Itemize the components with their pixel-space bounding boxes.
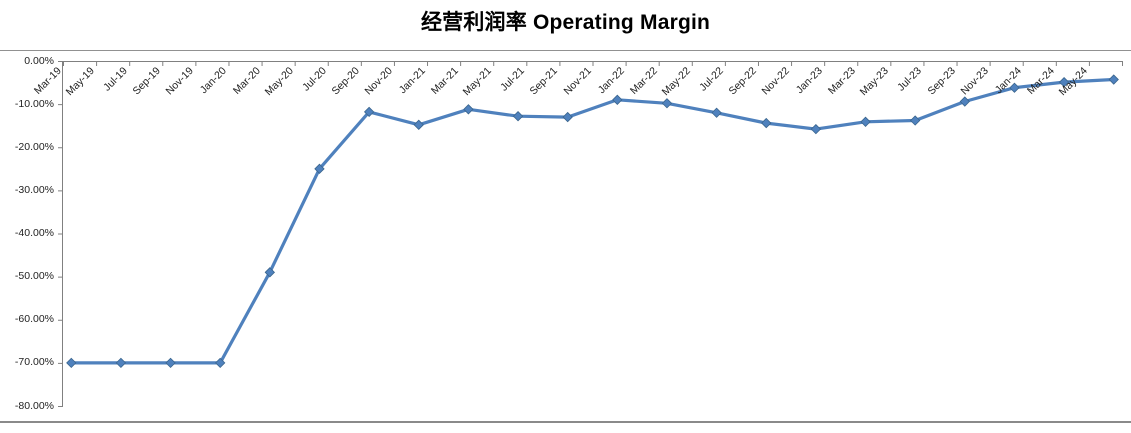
data-point-marker — [363, 106, 375, 118]
data-point-marker — [463, 104, 474, 115]
chart-bottom-border — [0, 421, 1131, 423]
data-point-marker — [661, 98, 673, 109]
y-axis-label: -70.00% — [14, 356, 54, 369]
data-point-marker — [165, 357, 176, 369]
data-point-marker — [612, 94, 623, 105]
data-point-marker — [959, 96, 970, 107]
y-axis-label: -50.00% — [14, 270, 54, 283]
data-point-marker — [810, 123, 822, 135]
data-point-marker — [1108, 74, 1119, 85]
y-axis-label: -80.00% — [14, 399, 54, 412]
data-point-marker — [1058, 76, 1070, 88]
data-point-marker — [115, 357, 127, 369]
data-point-marker — [215, 357, 226, 369]
data-point-marker — [413, 119, 424, 130]
data-point-marker — [512, 111, 524, 122]
y-axis-label: 0.00% — [24, 54, 54, 67]
data-point-marker — [66, 357, 77, 369]
y-axis-label: -30.00% — [14, 183, 54, 196]
data-point-marker — [562, 111, 573, 123]
chart-title: 经营利润率 Operating Margin — [420, 11, 711, 34]
data-point-marker — [761, 117, 772, 129]
y-axis-label: -40.00% — [14, 227, 54, 239]
line-series — [69, 77, 1116, 365]
y-axis-label: -60.00% — [14, 313, 54, 326]
data-point-marker — [1009, 82, 1020, 93]
data-point-marker — [909, 115, 921, 126]
y-axis-label: -10.00% — [14, 97, 54, 110]
title-divider-line — [0, 50, 1131, 51]
data-point-marker — [711, 107, 722, 118]
data-point-marker — [314, 163, 325, 174]
data-point-marker — [860, 116, 871, 127]
y-axis-label: -20.00% — [14, 140, 54, 153]
data-point-marker — [264, 267, 276, 278]
